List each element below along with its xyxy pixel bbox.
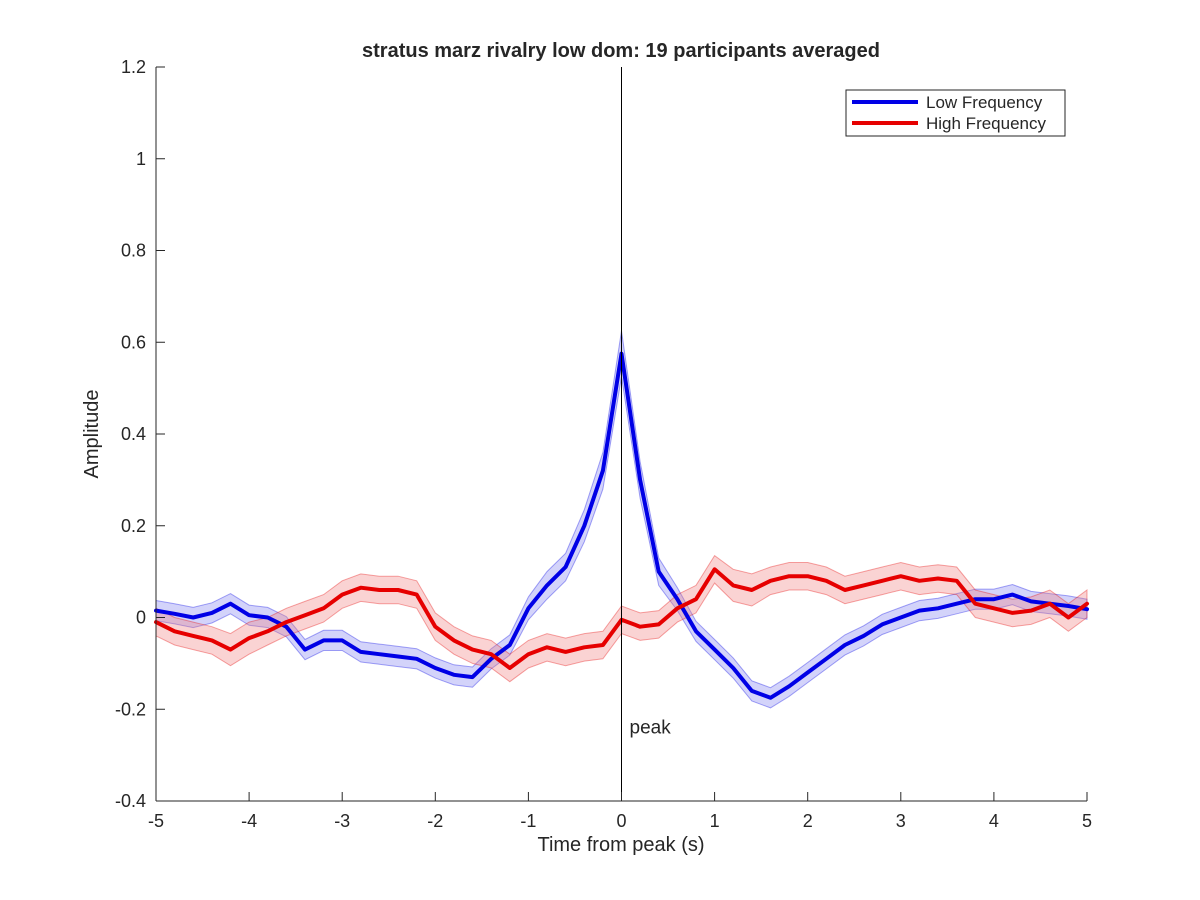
x-tick-label: 1 [710, 811, 720, 831]
y-tick-label: 0.8 [121, 241, 146, 261]
legend-label-high-frequency: High Frequency [926, 114, 1047, 133]
peak-annotation: peak [630, 718, 672, 739]
x-tick-label: -5 [148, 811, 164, 831]
x-tick-label: 4 [989, 811, 999, 831]
legend-label-low-frequency: Low Frequency [926, 93, 1043, 112]
band-low-frequency [155, 330, 1088, 709]
y-tick-label: 0.2 [121, 516, 146, 536]
x-tick-label: 3 [896, 811, 906, 831]
y-tick-label: 1.2 [121, 57, 146, 77]
x-tick-label: 5 [1082, 811, 1092, 831]
x-tick-label: 0 [616, 811, 626, 831]
y-tick-label: -0.2 [115, 699, 146, 719]
y-ticks: -0.4 -0.2 0 0.2 0.4 0.6 0.8 1 1.2 [115, 57, 165, 811]
chart-title: stratus marz rivalry low dom: 19 partici… [362, 40, 880, 62]
x-tick-label: -2 [427, 811, 443, 831]
y-tick-label: 0.4 [121, 424, 146, 444]
x-axis-label: Time from peak (s) [537, 834, 704, 856]
y-axis-label: Amplitude [81, 390, 103, 479]
legend: Low Frequency High Frequency [845, 89, 1066, 137]
x-tick-label: -3 [334, 811, 350, 831]
y-tick-label: 1 [136, 149, 146, 169]
y-tick-label: 0 [136, 608, 146, 628]
x-tick-label: -1 [520, 811, 536, 831]
y-tick-label: -0.4 [115, 791, 146, 811]
legend-box [845, 89, 1066, 137]
x-ticks: -5 -4 -3 -2 -1 0 1 2 3 4 5 [148, 792, 1092, 831]
x-tick-label: -4 [241, 811, 257, 831]
x-tick-label: 2 [803, 811, 813, 831]
y-tick-label: 0.6 [121, 332, 146, 352]
